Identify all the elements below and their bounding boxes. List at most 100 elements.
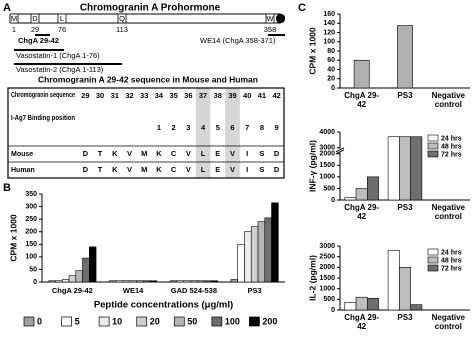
table-cell: 39	[228, 91, 236, 100]
table-cell: L	[201, 165, 206, 174]
y-tick-label: 350	[25, 191, 37, 198]
bar	[399, 136, 411, 201]
table-cell: V	[127, 165, 132, 174]
residue-number: 358	[264, 25, 277, 34]
table-cell: K	[112, 165, 118, 174]
category-label: ChgA 29-42	[344, 91, 380, 109]
prohormone-end	[276, 14, 285, 23]
y-tick-label: 0	[331, 197, 335, 204]
residue-box	[9, 13, 19, 24]
bar	[196, 280, 205, 283]
bar	[410, 136, 423, 201]
legend-label: 20	[150, 316, 160, 326]
table-cell: 1	[157, 123, 161, 132]
table-cell: T	[98, 165, 103, 174]
table-cell: 31	[111, 91, 119, 100]
bar	[344, 197, 357, 201]
category-label: Negative control	[432, 203, 465, 221]
residue-letter: L	[60, 14, 64, 23]
bar	[61, 279, 70, 283]
residue-number: 76	[58, 25, 66, 34]
fragment-label: WE14 (ChgA 358-371)	[200, 36, 276, 45]
bar	[149, 280, 158, 283]
legend-swatch	[173, 316, 185, 327]
residue-box	[57, 13, 67, 24]
table-cell: 3	[186, 123, 190, 132]
bar	[210, 280, 218, 283]
row-label: Human	[11, 167, 35, 174]
bar	[244, 231, 252, 283]
y-tick-label: 500	[323, 185, 335, 192]
legend-label: 48 hrs	[441, 143, 462, 150]
legend-label: 72 hrs	[441, 151, 462, 158]
y-axis-label: CPM x 1000	[8, 214, 18, 262]
table-cell: E	[215, 149, 220, 158]
row-label: Mouse	[11, 151, 33, 158]
bar	[355, 188, 368, 201]
table-cell: 32	[125, 91, 133, 100]
table-cell: 4	[201, 123, 206, 132]
y-axis-label: INF-γ (pg/ml)	[307, 140, 317, 192]
residue-letter: Q	[119, 14, 125, 23]
bar	[250, 226, 259, 283]
table-cell: K	[156, 165, 162, 174]
table-cell: 41	[258, 91, 266, 100]
prohormone-bar	[9, 13, 283, 24]
residue-number: 1	[12, 25, 16, 34]
legend-swatch	[427, 264, 439, 272]
table-cell: 5	[216, 123, 220, 132]
table-cell: 35	[169, 91, 177, 100]
prohormone-title: Chromogranin A Prohormone	[80, 3, 221, 14]
table-cell: T	[98, 149, 103, 158]
legend-swatch	[427, 134, 439, 142]
bar	[48, 280, 56, 283]
y-axis-label: IL-2 (pg/ml)	[307, 255, 317, 301]
table-cell: S	[259, 165, 264, 174]
bar	[169, 280, 178, 283]
bar	[75, 270, 83, 283]
y-tick-label: 40	[327, 66, 335, 73]
table-border	[7, 87, 285, 179]
table-cell: 9	[275, 123, 279, 132]
bar	[176, 280, 185, 283]
table-cell: L	[201, 149, 206, 158]
residue-letter: M	[11, 14, 17, 23]
panel-label: A	[3, 2, 11, 14]
axis-break-mark	[335, 149, 345, 155]
category-label: PS3	[397, 91, 413, 100]
table-cell: 6	[230, 123, 234, 132]
residue-box	[30, 13, 40, 24]
bar	[366, 297, 379, 311]
row-label: I-Ag7 Binding position	[11, 115, 75, 122]
y-tick-label: 140	[323, 20, 335, 27]
bar	[344, 302, 357, 311]
table-cell: 8	[260, 123, 264, 132]
bar	[355, 296, 368, 311]
bar	[397, 25, 413, 89]
bar	[55, 280, 63, 283]
x-tick-label: GAD 524-538	[171, 286, 217, 295]
y-tick-label: 0	[331, 85, 335, 92]
bar	[387, 136, 400, 201]
y-tick-label: 250	[25, 216, 37, 223]
y-tick-label: 0	[33, 279, 37, 286]
category-label: ChgA 29-42	[344, 313, 379, 331]
residue-number: 113	[116, 25, 128, 34]
table-cell: I	[246, 149, 248, 158]
bar	[68, 275, 77, 283]
table-cell: V	[186, 165, 191, 174]
legend-swatch	[136, 316, 148, 327]
table-cell: I	[246, 165, 248, 174]
residue-number: 29	[31, 25, 39, 34]
bar	[142, 280, 151, 283]
bar	[237, 243, 245, 283]
category-label: PS3	[397, 91, 413, 100]
bar	[410, 304, 423, 311]
legend-label: 24 hrs	[441, 135, 462, 142]
legend-label: 0	[37, 316, 42, 326]
residue-letter: D	[32, 14, 38, 23]
category-label: PS3	[397, 313, 413, 322]
y-tick-label: 0	[331, 307, 335, 314]
y-tick-label: 1000	[319, 174, 335, 181]
highlight-column	[225, 88, 240, 178]
